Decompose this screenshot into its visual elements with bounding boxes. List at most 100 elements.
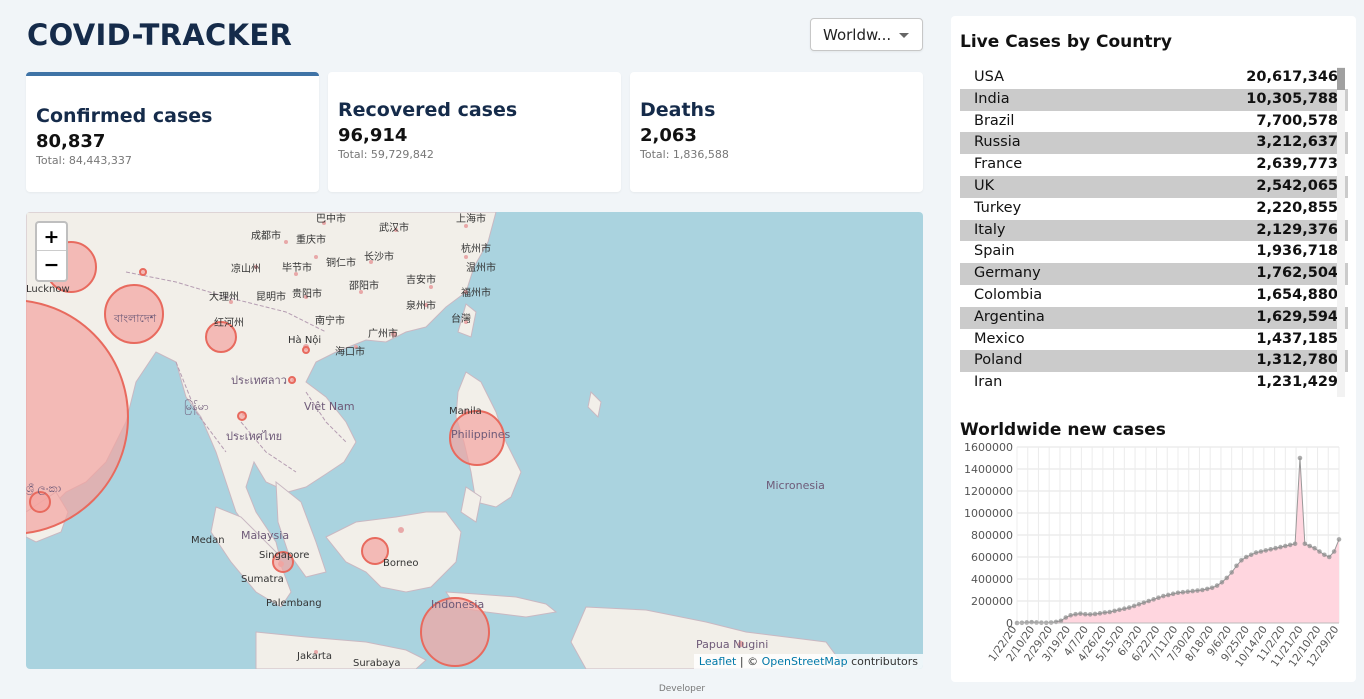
region-select[interactable]: Worldw... <box>810 18 923 51</box>
case-marker-brunei[interactable] <box>361 537 389 565</box>
map-label: Malaysia <box>241 529 289 542</box>
y-tick-label: 1200000 <box>964 485 1013 498</box>
case-marker-small[interactable] <box>302 346 310 354</box>
country-cases: 2,542,065 <box>1256 177 1338 194</box>
table-row[interactable]: USA 20,617,346 <box>960 67 1348 89</box>
data-point <box>1239 558 1244 563</box>
data-point <box>1253 550 1259 555</box>
map-label: 重庆市 <box>296 233 326 246</box>
data-point <box>1122 606 1127 611</box>
data-point <box>1297 455 1303 461</box>
country-name: Russia <box>974 134 1021 151</box>
data-point <box>1136 602 1142 607</box>
confirmed-cases-card[interactable]: Confirmed cases 80,837 Total: 84,443,337 <box>26 72 319 192</box>
table-scrollbar[interactable] <box>1337 67 1345 397</box>
deaths-card[interactable]: Deaths 2,063 Total: 1,836,588 <box>630 72 923 192</box>
live-cases-table[interactable]: USA 20,617,346 India 10,305,788 Brazil 7,700,… <box>960 67 1348 397</box>
map-label: ශ්‍රී ලංකා <box>26 482 61 496</box>
region-select-value: Worldw... <box>823 26 892 44</box>
country-name: Turkey <box>974 199 1022 216</box>
map-label: 凉山州 <box>231 262 261 275</box>
case-marker-singapore[interactable] <box>272 551 294 573</box>
data-point <box>1068 613 1073 618</box>
table-row[interactable]: Turkey 2,220,855 <box>960 198 1348 220</box>
card-title: Confirmed cases <box>36 105 213 127</box>
data-point <box>1322 552 1327 558</box>
table-row[interactable]: Iran 1,231,429 <box>960 372 1348 394</box>
map-label: Jakarta <box>296 651 332 662</box>
map-label: Sumatra <box>241 574 284 585</box>
data-point <box>1195 588 1200 593</box>
recovered-cases-card[interactable]: Recovered cases 96,914 Total: 59,729,842 <box>328 72 621 192</box>
map-label: 长沙市 <box>364 250 394 263</box>
country-name: France <box>974 156 1023 173</box>
country-cases: 1,629,594 <box>1256 308 1338 325</box>
country-cases: 1,936,718 <box>1256 243 1338 260</box>
new-cases-chart: 0 200000 400000 600000 800000 1000000 1200000 1… <box>964 441 1342 669</box>
country-name: Colombia <box>974 286 1043 303</box>
case-marker-bangladesh[interactable] <box>104 284 164 344</box>
table-row[interactable]: France 2,639,773 <box>960 154 1348 176</box>
leaflet-link[interactable]: Leaflet <box>698 655 737 668</box>
map-label: Papua Nugini <box>696 638 768 651</box>
card-total: Total: 84,443,337 <box>36 154 132 167</box>
data-point <box>1083 611 1088 617</box>
case-marker-myanmar[interactable] <box>205 321 237 353</box>
map-label: 贵阳市 <box>292 287 322 300</box>
table-row[interactable]: Spain 1,936,718 <box>960 241 1348 263</box>
footer-developer[interactable]: Developer <box>658 684 706 694</box>
case-marker-india[interactable] <box>26 299 129 535</box>
table-row[interactable]: Argentina 1,629,594 <box>960 306 1348 329</box>
table-row[interactable]: Italy 2,129,376 <box>960 219 1348 242</box>
case-marker-srilanka[interactable] <box>29 491 51 513</box>
table-row[interactable]: Russia 3,212,637 <box>960 132 1348 155</box>
case-marker-indonesia[interactable] <box>420 597 490 667</box>
y-tick-label: 1000000 <box>964 507 1013 520</box>
data-point <box>1258 549 1264 554</box>
case-marker-philippines[interactable] <box>449 410 505 466</box>
case-marker-small[interactable] <box>139 268 147 276</box>
country-cases: 1,312,780 <box>1256 352 1338 369</box>
case-marker-small[interactable] <box>237 411 247 421</box>
country-cases: 2,639,773 <box>1256 156 1338 173</box>
map[interactable]: 巴中市 武汉市 上海市 成都市 重庆市 杭州市 凉山州 毕节市 铜仁市 长沙市 温州市 Lucknow… <box>26 212 923 669</box>
map-label: Micronesia <box>766 479 825 492</box>
map-label: 海口市 <box>335 345 365 358</box>
data-point <box>1165 592 1171 598</box>
country-cases: 7,700,578 <box>1256 112 1338 129</box>
table-row[interactable]: Poland 1,312,780 <box>960 350 1348 373</box>
map-label: မြန်မာ <box>184 399 209 415</box>
table-row[interactable]: Mexico 1,437,185 <box>960 329 1348 351</box>
table-row[interactable]: India 10,305,788 <box>960 88 1348 111</box>
live-cases-title: Live Cases by Country <box>960 32 1172 52</box>
map-label: Borneo <box>383 558 419 569</box>
openstreetmap-link[interactable]: OpenStreetMap <box>761 655 848 668</box>
data-point <box>1161 593 1166 599</box>
data-point <box>1029 619 1034 625</box>
data-point <box>1336 537 1342 542</box>
table-row[interactable]: Brazil 7,700,578 <box>960 111 1348 133</box>
country-cases: 2,220,855 <box>1256 199 1338 216</box>
case-marker-small[interactable] <box>288 376 296 384</box>
table-row[interactable]: Germany 1,762,504 <box>960 263 1348 285</box>
data-point <box>1204 586 1210 592</box>
data-point <box>1292 541 1298 547</box>
data-point <box>1224 575 1230 581</box>
map-label: 铜仁市 <box>326 256 356 269</box>
zoom-in-button[interactable]: + <box>37 223 66 251</box>
scrollbar-thumb[interactable] <box>1337 68 1345 90</box>
chevron-down-icon <box>899 33 909 38</box>
attribution-contributors: contributors <box>847 655 918 668</box>
zoom-out-button[interactable]: − <box>43 254 60 276</box>
data-point <box>1102 610 1108 615</box>
country-cases: 20,617,346 <box>1246 69 1338 85</box>
map-label: Palembang <box>266 598 322 609</box>
case-markers[interactable] <box>26 241 505 667</box>
table-row[interactable]: Colombia 1,654,880 <box>960 285 1348 307</box>
map-label: 成都市 <box>251 229 281 242</box>
card-value: 96,914 <box>338 125 408 146</box>
country-name: Mexico <box>974 330 1025 347</box>
table-row[interactable]: UK 2,542,065 <box>960 175 1348 198</box>
map-label: 泉州市 <box>406 299 436 312</box>
